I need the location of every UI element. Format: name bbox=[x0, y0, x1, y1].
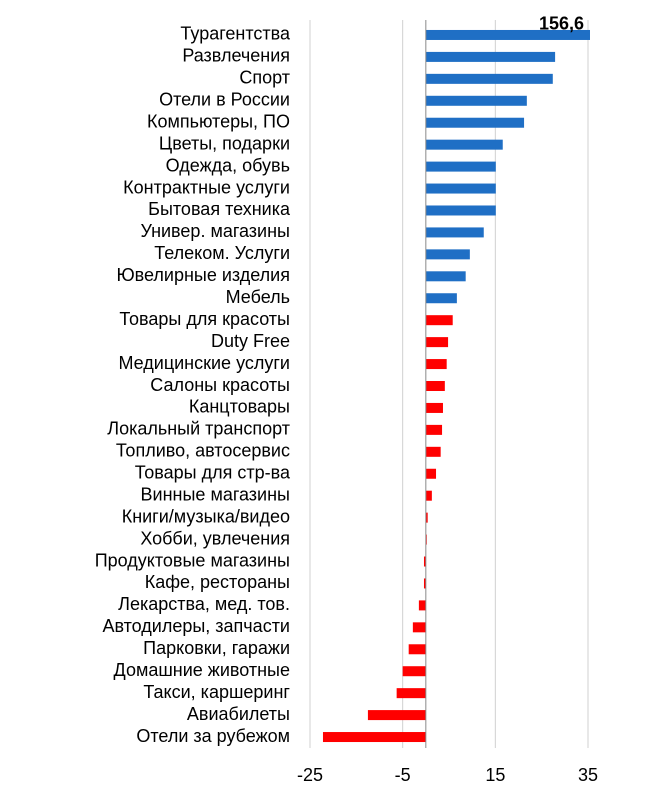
y-tick-label: Универ. магазины bbox=[140, 221, 290, 241]
y-tick-label: Duty Free bbox=[211, 331, 290, 351]
bar bbox=[425, 315, 453, 326]
bar bbox=[425, 227, 484, 238]
y-tick-label: Книги/музыка/видео bbox=[122, 506, 290, 526]
bar bbox=[425, 29, 590, 40]
bar bbox=[322, 732, 426, 743]
y-tick-label: Ювелирные изделия bbox=[116, 265, 290, 285]
y-tick-label: Парковки, гаражи bbox=[143, 638, 290, 658]
y-tick-label: Товары для стр-ва bbox=[135, 463, 291, 483]
y-tick-label: Кафе, рестораны bbox=[145, 572, 290, 592]
bar bbox=[425, 161, 496, 172]
bar bbox=[425, 359, 447, 370]
y-tick-label: Спорт bbox=[239, 68, 290, 88]
bars bbox=[322, 29, 590, 743]
y-tick-label: Медицинские услуги bbox=[118, 353, 290, 373]
value-label: 156,6 bbox=[539, 14, 584, 34]
bar bbox=[425, 205, 496, 216]
bar bbox=[425, 183, 496, 194]
bar bbox=[425, 402, 443, 413]
bar bbox=[425, 490, 432, 501]
bar bbox=[367, 710, 426, 721]
y-tick-label: Отели за рубежом bbox=[136, 726, 290, 746]
bar bbox=[412, 622, 426, 633]
y-tick-label: Домашние животные bbox=[114, 660, 290, 680]
bar bbox=[425, 271, 466, 282]
y-tick-label: Компьютеры, ПО bbox=[147, 111, 290, 131]
bar bbox=[425, 381, 445, 391]
y-tick-label: Цветы, подарки bbox=[159, 133, 290, 153]
y-tick-label: Автодилеры, запчасти bbox=[102, 616, 290, 636]
y-tick-label: Салоны красоты bbox=[150, 375, 290, 395]
bar bbox=[425, 337, 449, 348]
y-tick-label: Авиабилеты bbox=[187, 704, 290, 724]
bar bbox=[418, 600, 426, 611]
bar bbox=[423, 578, 426, 589]
y-tick-label: Локальный транспорт bbox=[107, 419, 290, 439]
y-tick-label: Отели в России bbox=[159, 90, 290, 110]
x-tick-label: 15 bbox=[485, 765, 505, 785]
bar bbox=[425, 51, 556, 62]
bar bbox=[425, 73, 553, 84]
y-tick-label: Турагентства bbox=[180, 24, 291, 44]
y-tick-label: Одежда, обувь bbox=[166, 155, 290, 175]
bar bbox=[425, 468, 437, 479]
y-tick-label: Хобби, увлечения bbox=[140, 528, 290, 548]
y-tick-label: Мебель bbox=[226, 287, 290, 307]
y-tick-label: Развлечения bbox=[182, 46, 290, 66]
bar bbox=[396, 688, 426, 699]
y-tick-label: Винные магазины bbox=[141, 484, 290, 504]
x-tick-label: -5 bbox=[395, 765, 411, 785]
bar bbox=[425, 512, 428, 523]
y-tick-label: Такси, каршеринг bbox=[143, 682, 290, 702]
y-tick-label: Товары для красоты bbox=[119, 309, 290, 329]
bar bbox=[425, 446, 441, 457]
bar bbox=[402, 666, 426, 677]
x-tick-label: 35 bbox=[578, 765, 598, 785]
bar bbox=[425, 95, 527, 106]
bar bbox=[408, 644, 426, 655]
bar bbox=[425, 424, 443, 435]
bar bbox=[423, 556, 426, 567]
bar bbox=[425, 139, 503, 150]
x-tick-label: -25 bbox=[297, 765, 323, 785]
y-tick-label: Телеком. Услуги bbox=[154, 243, 290, 263]
y-tick-label: Канцтовары bbox=[189, 397, 290, 417]
y-tick-label: Продуктовые магазины bbox=[95, 550, 290, 570]
y-tick-label: Топливо, автосервис bbox=[116, 441, 290, 461]
bar bbox=[425, 117, 525, 128]
bar bbox=[425, 249, 470, 260]
y-tick-label: Лекарства, мед. тов. bbox=[118, 594, 290, 614]
bar bbox=[425, 293, 457, 304]
y-tick-label: Контрактные услуги bbox=[123, 177, 290, 197]
y-tick-label: Бытовая техника bbox=[148, 199, 291, 219]
